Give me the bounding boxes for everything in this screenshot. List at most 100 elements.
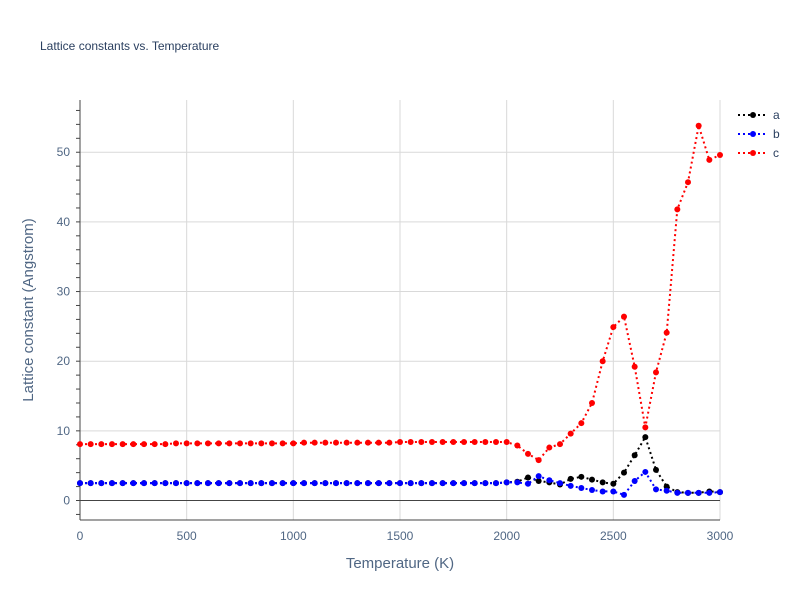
data-point-c: [77, 441, 83, 448]
legend-item-a[interactable]: a: [738, 108, 780, 122]
data-point-c: [333, 439, 339, 446]
x-tick-label: 0: [77, 529, 84, 543]
data-point-c: [365, 439, 371, 446]
data-point-c: [418, 438, 425, 445]
data-point-c: [290, 440, 297, 447]
legend[interactable]: abc: [738, 108, 780, 160]
data-point-b: [514, 479, 521, 486]
data-point-b: [429, 480, 435, 487]
data-point-c: [535, 457, 542, 464]
data-point-b: [503, 479, 510, 486]
data-point-c: [322, 439, 329, 446]
data-point-a: [578, 473, 585, 480]
chart-title: Lattice constants vs. Temperature: [40, 39, 220, 53]
data-point-c: [151, 441, 158, 448]
y-tick-label: 10: [57, 424, 71, 438]
data-point-c: [578, 420, 585, 427]
data-point-c: [503, 438, 510, 445]
data-point-b: [237, 480, 243, 487]
data-point-c: [354, 439, 361, 446]
data-point-b: [258, 480, 265, 487]
data-point-b: [525, 480, 531, 487]
y-axis-title: Lattice constant (Angstrom): [20, 218, 37, 401]
data-point-c: [439, 438, 446, 445]
data-point-b: [354, 480, 361, 487]
data-point-b: [215, 480, 222, 487]
data-point-b: [269, 480, 275, 487]
x-tick-label: 1000: [280, 529, 307, 543]
legend-label: a: [773, 108, 780, 122]
data-point-c: [663, 329, 670, 336]
data-point-b: [301, 480, 307, 487]
data-point-a: [589, 476, 595, 483]
data-point-b: [621, 491, 627, 498]
data-point-b: [717, 489, 723, 496]
data-point-b: [439, 480, 446, 487]
data-point-c: [621, 313, 627, 320]
data-point-b: [471, 480, 478, 487]
data-point-a: [599, 479, 606, 486]
data-point-a: [642, 434, 649, 441]
x-tick-label: 1500: [387, 529, 414, 543]
data-point-c: [525, 450, 531, 457]
data-point-c: [471, 438, 478, 445]
legend-marker: [750, 131, 756, 137]
x-axis-title: Temperature (K): [346, 555, 454, 572]
data-point-c: [237, 440, 243, 447]
data-point-c: [87, 441, 94, 448]
data-point-c: [311, 439, 318, 446]
data-point-b: [407, 480, 414, 487]
y-tick-label: 40: [57, 215, 71, 229]
data-point-b: [279, 480, 286, 487]
data-point-c: [674, 206, 681, 213]
data-point-b: [205, 480, 211, 487]
data-point-a: [621, 469, 627, 476]
data-point-c: [695, 122, 702, 129]
series-c: [77, 122, 723, 464]
data-point-a: [631, 452, 638, 459]
data-point-b: [653, 486, 659, 493]
legend-label: b: [773, 127, 780, 141]
data-point-b: [610, 488, 617, 495]
x-tick-label: 3000: [707, 529, 734, 543]
data-point-c: [461, 438, 467, 445]
data-point-a: [535, 477, 542, 484]
data-point-c: [631, 363, 638, 370]
legend-item-b[interactable]: b: [738, 127, 780, 141]
legend-item-c[interactable]: c: [738, 146, 779, 160]
data-point-b: [397, 480, 403, 487]
data-point-a: [663, 483, 670, 490]
data-point-a: [567, 475, 574, 482]
legend-marker: [750, 150, 756, 156]
data-point-c: [514, 442, 521, 449]
data-point-b: [386, 480, 393, 487]
data-point-b: [151, 480, 158, 487]
plot-area: [77, 122, 723, 498]
data-point-c: [685, 179, 691, 186]
data-point-c: [653, 369, 659, 376]
data-point-c: [258, 440, 265, 447]
x-tick-label: 500: [177, 529, 197, 543]
data-point-b: [119, 480, 126, 487]
data-point-c: [109, 441, 115, 448]
data-point-c: [386, 439, 393, 446]
data-point-b: [247, 480, 254, 487]
data-point-b: [375, 480, 382, 487]
data-point-c: [706, 156, 713, 163]
data-point-c: [279, 440, 286, 447]
data-point-c: [482, 438, 489, 445]
data-point-c: [119, 441, 126, 448]
data-point-b: [557, 480, 563, 487]
data-point-c: [130, 441, 137, 448]
y-tick-label: 50: [57, 145, 71, 159]
data-point-b: [578, 484, 585, 491]
data-point-c: [493, 438, 499, 445]
data-point-b: [343, 480, 350, 487]
data-point-b: [98, 480, 105, 487]
data-point-b: [589, 487, 595, 494]
x-tick-label: 2000: [493, 529, 520, 543]
data-point-c: [589, 399, 595, 406]
data-point-b: [461, 480, 467, 487]
data-point-c: [599, 358, 606, 365]
data-point-c: [407, 438, 414, 445]
